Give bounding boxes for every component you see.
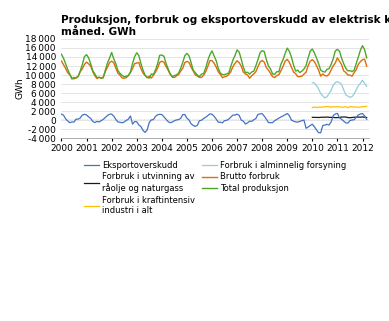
Legend: Eksportoverskudd, Forbruk i utvinning av
råolje og naturgass, Forbruk i kraftint: Eksportoverskudd, Forbruk i utvinning av… [84, 160, 346, 215]
Brutto forbruk [298, 74, 302, 78]
Forbruk i utvinning av
råolje og naturgass [364, 116, 369, 119]
Forbruk i kraftintensiv
industri i alt [364, 104, 369, 108]
Eksportoverskudd [226, 117, 231, 121]
Eksportoverskudd [364, 117, 369, 121]
Total produksjon [228, 65, 233, 68]
Y-axis label: GWh: GWh [15, 78, 24, 100]
Brutto forbruk [364, 64, 369, 68]
Brutto forbruk [228, 70, 233, 74]
Total produksjon [360, 44, 365, 48]
Total produksjon [272, 72, 277, 76]
Eksportoverskudd [335, 111, 340, 115]
Total produksjon [301, 67, 306, 71]
Total produksjon [143, 73, 147, 77]
Total produksjon [364, 56, 369, 60]
Line: Forbruk i kraftintensiv
industri i alt: Forbruk i kraftintensiv industri i alt [312, 106, 367, 108]
Eksportoverskudd [158, 112, 162, 116]
Brutto forbruk [301, 72, 306, 76]
Line: Brutto forbruk: Brutto forbruk [61, 58, 367, 79]
Brutto forbruk [159, 59, 164, 63]
Eksportoverskudd [295, 120, 300, 124]
Total produksjon [298, 71, 302, 74]
Eksportoverskudd [141, 128, 145, 132]
Forbruk i alminnelig forsyning [364, 84, 369, 88]
Line: Total produksjon: Total produksjon [61, 46, 367, 79]
Line: Eksportoverskudd: Eksportoverskudd [61, 113, 367, 133]
Text: Produksjon, forbruk og eksportoverskudd av elektrisk kraft per
måned. GWh: Produksjon, forbruk og eksportoverskudd … [61, 15, 389, 37]
Line: Forbruk i utvinning av
råolje og naturgass: Forbruk i utvinning av råolje og naturga… [312, 117, 367, 118]
Total produksjon [159, 53, 164, 57]
Eksportoverskudd [59, 112, 64, 116]
Eksportoverskudd [318, 131, 323, 135]
Total produksjon [59, 52, 64, 56]
Total produksjon [70, 77, 74, 81]
Brutto forbruk [272, 76, 277, 80]
Line: Forbruk i alminnelig forsyning: Forbruk i alminnelig forsyning [312, 80, 367, 98]
Brutto forbruk [59, 59, 64, 63]
Brutto forbruk [143, 74, 147, 77]
Eksportoverskudd [300, 119, 304, 123]
Eksportoverskudd [270, 121, 275, 125]
Brutto forbruk [72, 77, 76, 81]
Brutto forbruk [335, 56, 340, 60]
